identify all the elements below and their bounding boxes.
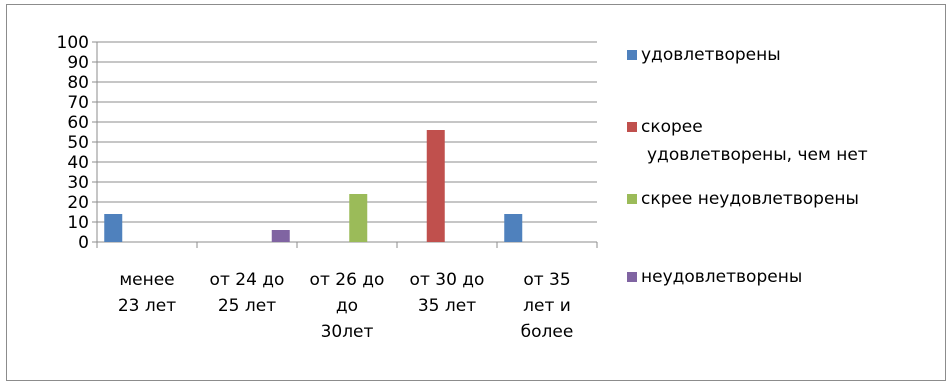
legend-swatch [627,272,637,282]
y-tick-label: 50 [67,133,89,153]
legend-label: скрее неудовлетворены [641,189,859,209]
x-tick-label: менее 23 лет [117,270,177,316]
y-tick-label: 90 [67,53,89,73]
bar [271,230,290,242]
legend-swatch [627,122,637,132]
y-tick-label: 30 [67,173,89,193]
legend-swatch [627,50,637,60]
y-tick-label: 70 [67,93,89,113]
legend-swatch [627,194,637,204]
x-tick-label: от 35 лет и более [520,270,574,342]
x-tick-label: от 24 до 25 лет [209,270,285,316]
y-tick-label: 20 [67,193,89,213]
bar [104,214,123,242]
bar [426,130,445,242]
y-tick-label: 40 [67,153,89,173]
bar [349,194,368,242]
legend-label: неудовлетворены [641,267,803,287]
legend-label: скорее [641,117,703,137]
chart-frame: 0 10 20 30 40 50 60 70 80 90 100 менее 23 лет от 24… [6,4,946,381]
x-tick-label: от 26 до до 30лет [309,270,385,342]
y-tick-label: 60 [67,113,89,133]
x-tick-label: от 30 до 35 лет [409,270,485,316]
y-tick-label: 10 [67,213,89,233]
legend-label: удовлетворены [641,45,781,65]
y-tick-label: 80 [67,73,89,93]
legend-label: удовлетворены, чем нет [647,145,868,165]
y-tick-label: 100 [57,33,89,53]
y-tick-label: 0 [78,233,89,253]
bar [504,214,523,242]
